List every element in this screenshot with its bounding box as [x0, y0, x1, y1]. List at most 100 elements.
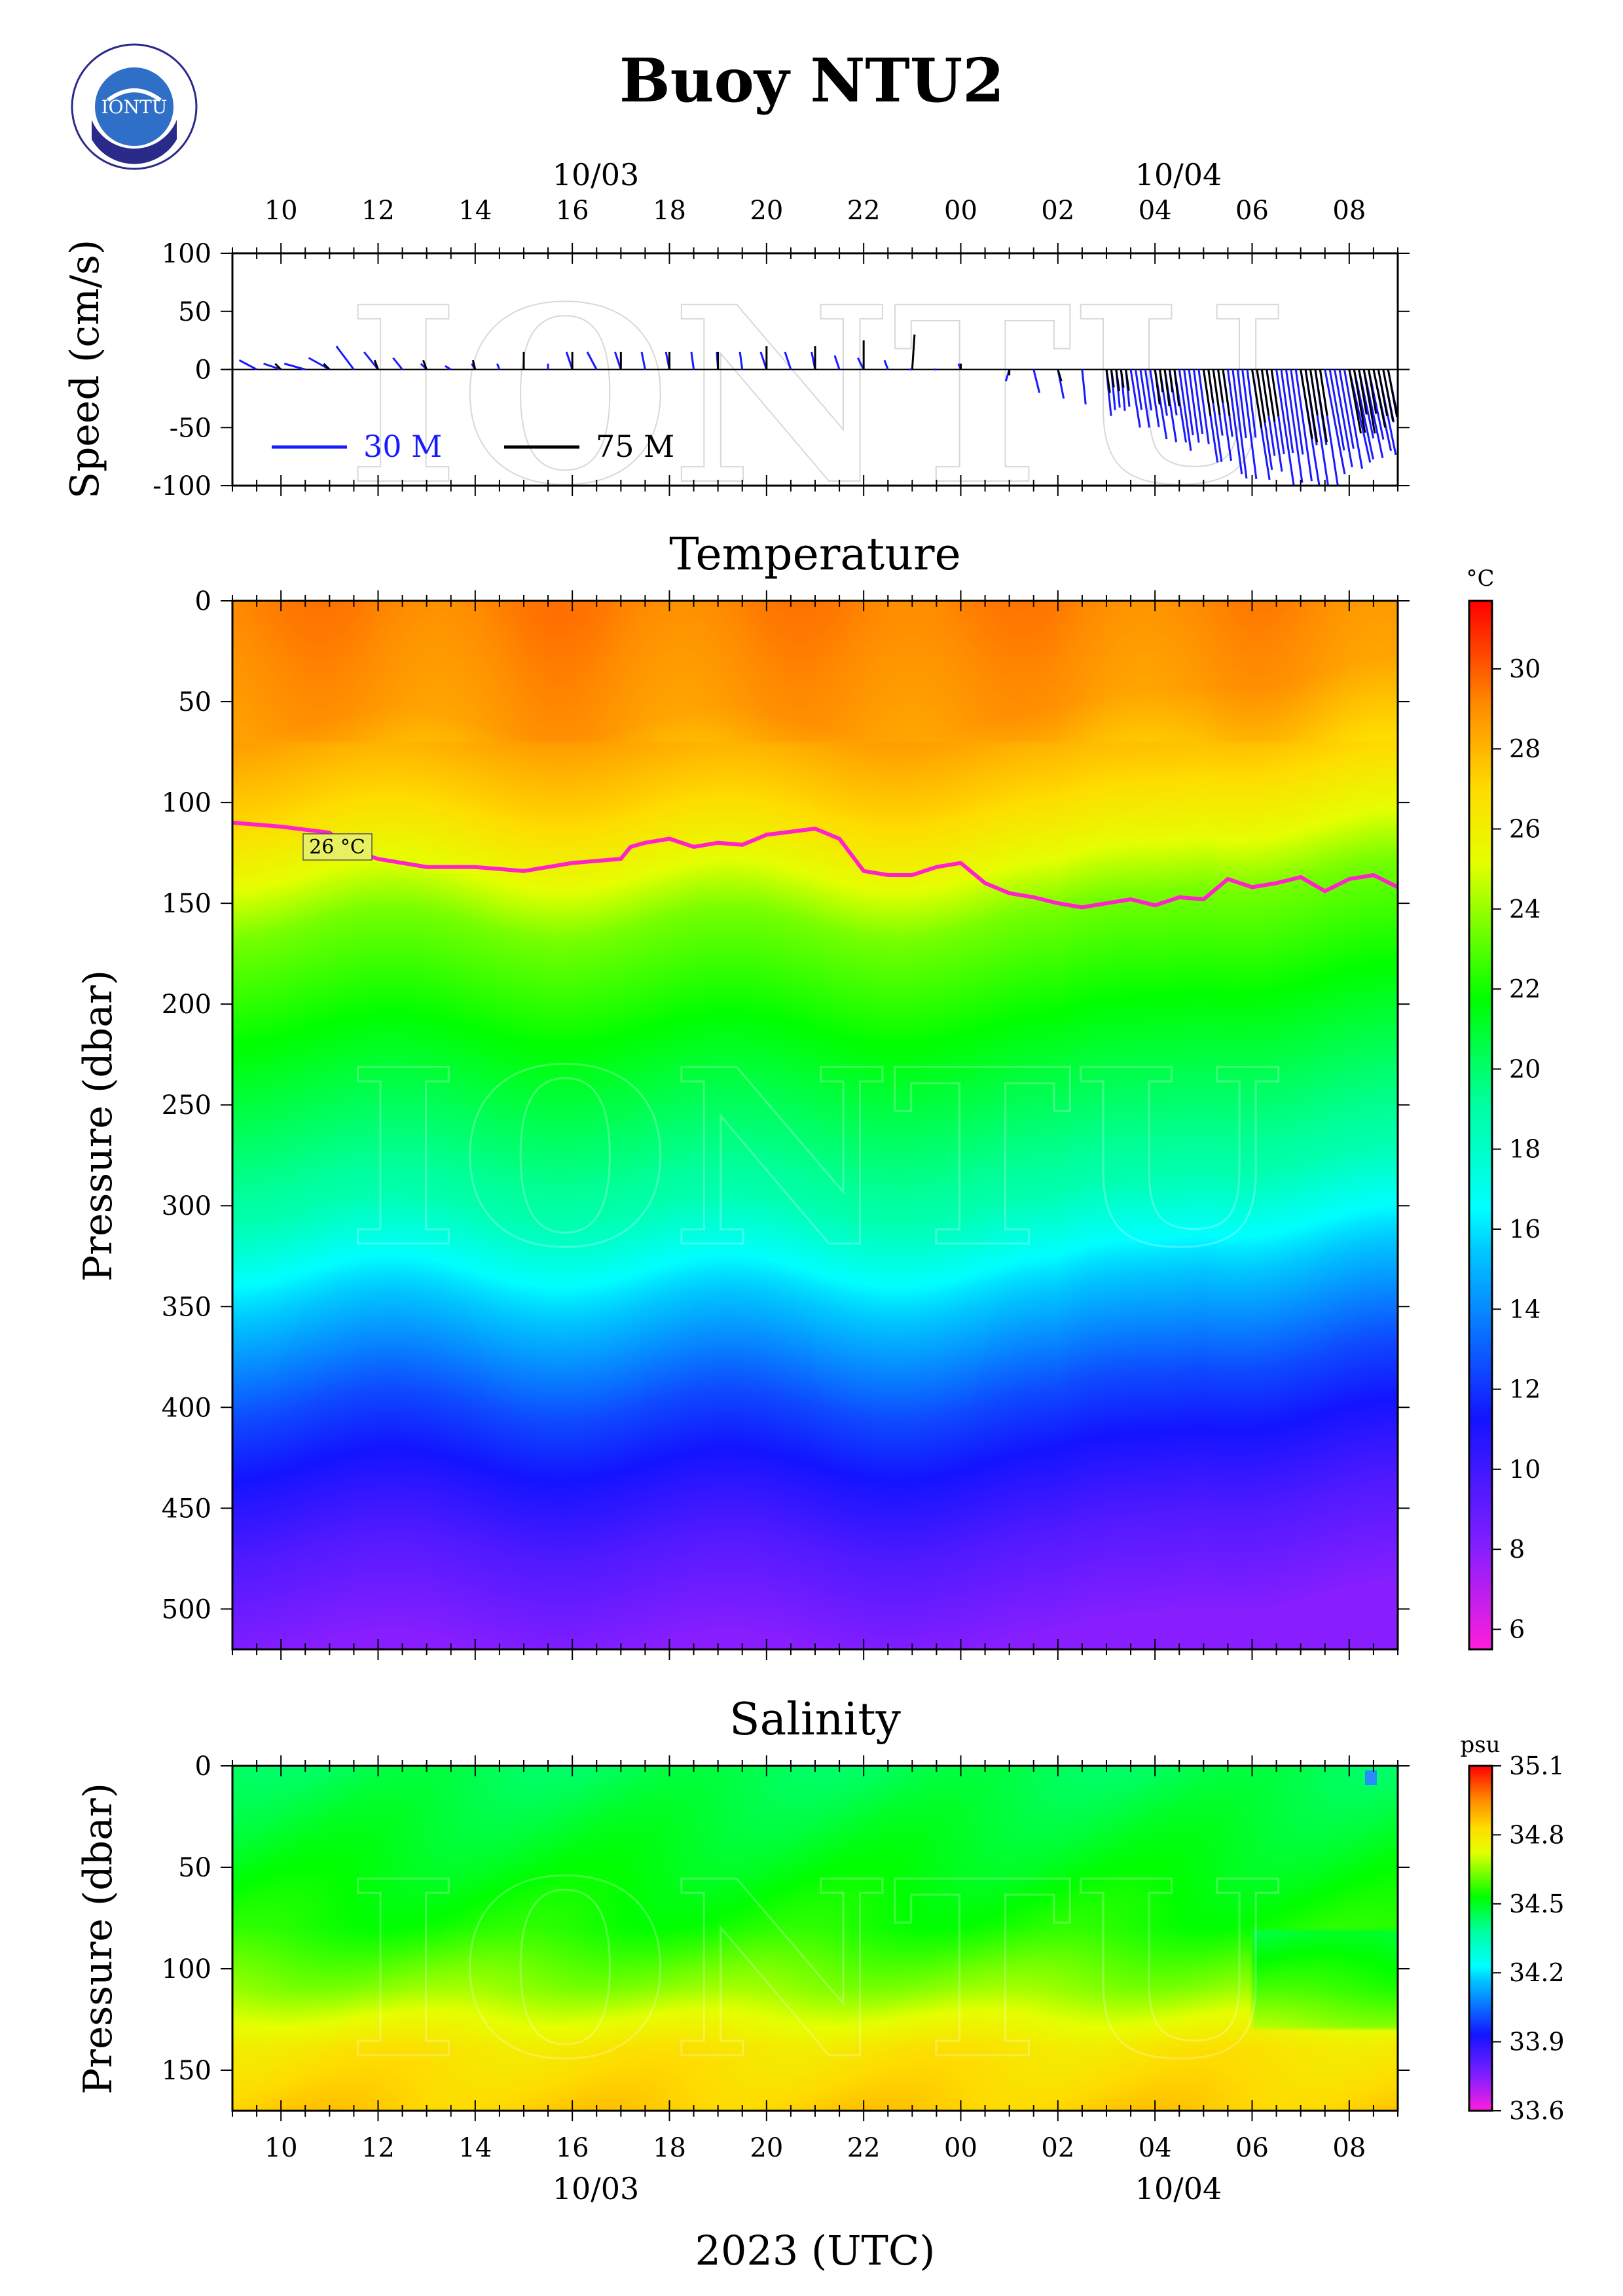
- bottom-hour-tick-label: 00: [944, 2133, 977, 2163]
- speed-stick-75m: [1270, 369, 1280, 417]
- colorbar-tick-label: 28: [1509, 734, 1541, 763]
- isotherm-26c-line: [232, 820, 1398, 910]
- y-tick-label: 50: [178, 1853, 211, 1883]
- speed-stick-30m: [238, 359, 257, 370]
- colorbar-tick-label: 16: [1509, 1215, 1541, 1244]
- salinity-anomaly-patch: [1365, 1770, 1377, 1785]
- colorbar-tick-label: 10: [1509, 1455, 1541, 1484]
- speed-stick-75m: [1110, 369, 1115, 387]
- speed-stick-30m: [833, 355, 841, 370]
- speed-stick-30m: [1081, 369, 1087, 404]
- colorbar-tick-label: 34.8: [1509, 1820, 1565, 1849]
- speed-stick-30m: [1343, 369, 1364, 469]
- colorbar-tick-label: 6: [1509, 1615, 1525, 1643]
- speed-stick-75m: [1372, 369, 1387, 428]
- bottom-hour-tick-label: 04: [1139, 2133, 1172, 2163]
- speed-stick-75m: [373, 359, 379, 370]
- speed-stick-75m: [1309, 369, 1319, 416]
- speed-ylabel: Speed (cm/s): [62, 240, 108, 499]
- speed-stick-75m: [1266, 369, 1276, 422]
- temperature-ylabel: Pressure (dbar): [75, 970, 121, 1282]
- bottom-date-label-1003: 10/03: [553, 2171, 640, 2206]
- speed-stick-75m: [1353, 369, 1366, 433]
- colorbar-tick-label: 34.2: [1509, 1958, 1565, 1987]
- bottom-hour-tick-label: 12: [361, 2133, 395, 2163]
- speed-stick-75m: [1348, 369, 1362, 434]
- speed-stick-75m: [1159, 369, 1164, 393]
- time-axis-label: 2023 (UTC): [695, 2227, 936, 2274]
- salinity-panel: Salinity IONTU 0 50 100 150 Pressure (dbar)…: [75, 1694, 1565, 2125]
- salinity-colorbar-ticks: 35.1 34.8 34.5 34.2 33.9 33.6: [1492, 1751, 1565, 2125]
- bottom-hour-tick-label: 22: [847, 2133, 881, 2163]
- colorbar-tick-label: 26: [1509, 815, 1541, 844]
- speed-stick-30m: [1275, 369, 1295, 486]
- speed-stick-75m: [1125, 369, 1130, 391]
- x-ticks-panel-2: [232, 1755, 1398, 2121]
- speed-stick-30m: [1328, 369, 1345, 451]
- speed-stick-75m: [1300, 369, 1313, 440]
- speed-stick-30m: [1241, 369, 1258, 479]
- top-hour-tick-label: 06: [1235, 196, 1269, 226]
- speed-stick-30m: [1324, 369, 1346, 475]
- temperature-panel: Temperature IONTU 26 °C 0 50 100 150 200 250 3…: [75, 529, 1541, 1651]
- y-tick-label: 150: [162, 2056, 211, 2086]
- top-hour-tick-label: 20: [750, 196, 783, 226]
- y-tick-label: 350: [162, 1292, 211, 1322]
- colorbar-tick-label: 30: [1509, 655, 1541, 683]
- speed-stick-30m: [283, 363, 306, 370]
- y-tick-label: 0: [195, 1751, 211, 1782]
- speed-stick-30m: [1246, 369, 1257, 438]
- y-tick-label: 150: [162, 889, 211, 919]
- colorbar-tick-label: 20: [1509, 1054, 1541, 1083]
- speed-stick-75m: [1358, 369, 1368, 415]
- speed-stick-75m: [1319, 369, 1328, 416]
- speed-stick-75m: [1382, 369, 1395, 422]
- speed-stick-75m: [1154, 369, 1161, 404]
- colorbar-tick-label: 34.5: [1509, 1890, 1565, 1918]
- speed-stick-30m: [883, 359, 889, 370]
- bottom-hour-tick-label: 06: [1235, 2133, 1269, 2163]
- temperature-colorbar: [1468, 600, 1493, 1651]
- speed-stick-30m: [496, 363, 501, 370]
- x-ticks-panel-1: [232, 590, 1398, 1660]
- temperature-colorbar-unit: °C: [1466, 565, 1494, 592]
- speed-stick-30m: [1139, 369, 1150, 428]
- y-tick-label: 500: [162, 1594, 211, 1624]
- speed-panel: IONTU 100 50 0 -50 -100 Speed (cm/s) 30 M 75…: [62, 239, 1410, 539]
- speed-stick-75m: [1222, 369, 1231, 416]
- y-tick-label: 300: [162, 1191, 211, 1221]
- salinity-heatmap: [232, 1766, 1398, 2111]
- y-tick-label: 0: [195, 586, 211, 617]
- speed-stick-30m: [1144, 369, 1153, 411]
- top-hour-tick-label: 16: [556, 196, 589, 226]
- colorbar-tick-label: 35.1: [1509, 1751, 1565, 1780]
- speed-stick-75m: [1256, 369, 1266, 423]
- top-time-axis: 10/03 10/04 10 12 14 16 18 20 22 00 02 04 06 08: [264, 157, 1366, 226]
- speed-stick-75m: [1105, 369, 1111, 393]
- temperature-colorbar-ticks: 30 28 26 24 22 20 18 16 14 12 10 8 6: [1492, 655, 1541, 1643]
- y-tick-label: 50: [178, 687, 211, 717]
- y-tick-label: 100: [162, 1954, 211, 1984]
- salinity-ylabel: Pressure (dbar): [75, 1783, 121, 2094]
- speed-sticks: [232, 334, 1398, 486]
- speed-stick-30m: [1236, 369, 1247, 439]
- y-tick-label: 0: [195, 355, 211, 386]
- bottom-hour-tick-label: 20: [750, 2133, 783, 2163]
- salinity-colorbar: [1468, 1765, 1493, 2112]
- speed-stick-30m: [1178, 369, 1192, 451]
- speed-stick-75m: [1120, 369, 1125, 388]
- bottom-time-axis: 10/03 10/04 2023 (UTC) 10 12 14 16 18 20 22 00 0…: [264, 2133, 1366, 2274]
- speed-stick-30m: [1032, 369, 1041, 393]
- speed-stick-75m: [471, 359, 477, 370]
- y-tick-label: 250: [162, 1090, 211, 1121]
- top-hour-tick-label: 12: [361, 196, 395, 226]
- top-hour-tick-label: 00: [944, 196, 977, 226]
- x-ticks-panel-0: [232, 243, 1398, 496]
- temperature-y-ticks: 0 50 100 150 200 250 300 350 400 450 500: [162, 586, 1410, 1624]
- top-date-label-1004: 10/04: [1135, 157, 1222, 192]
- top-hour-tick-label: 22: [847, 196, 881, 226]
- isotherm-label: 26 °C: [302, 833, 373, 861]
- speed-stick-30m: [1183, 369, 1194, 436]
- colorbar-tick-label: 12: [1509, 1375, 1541, 1404]
